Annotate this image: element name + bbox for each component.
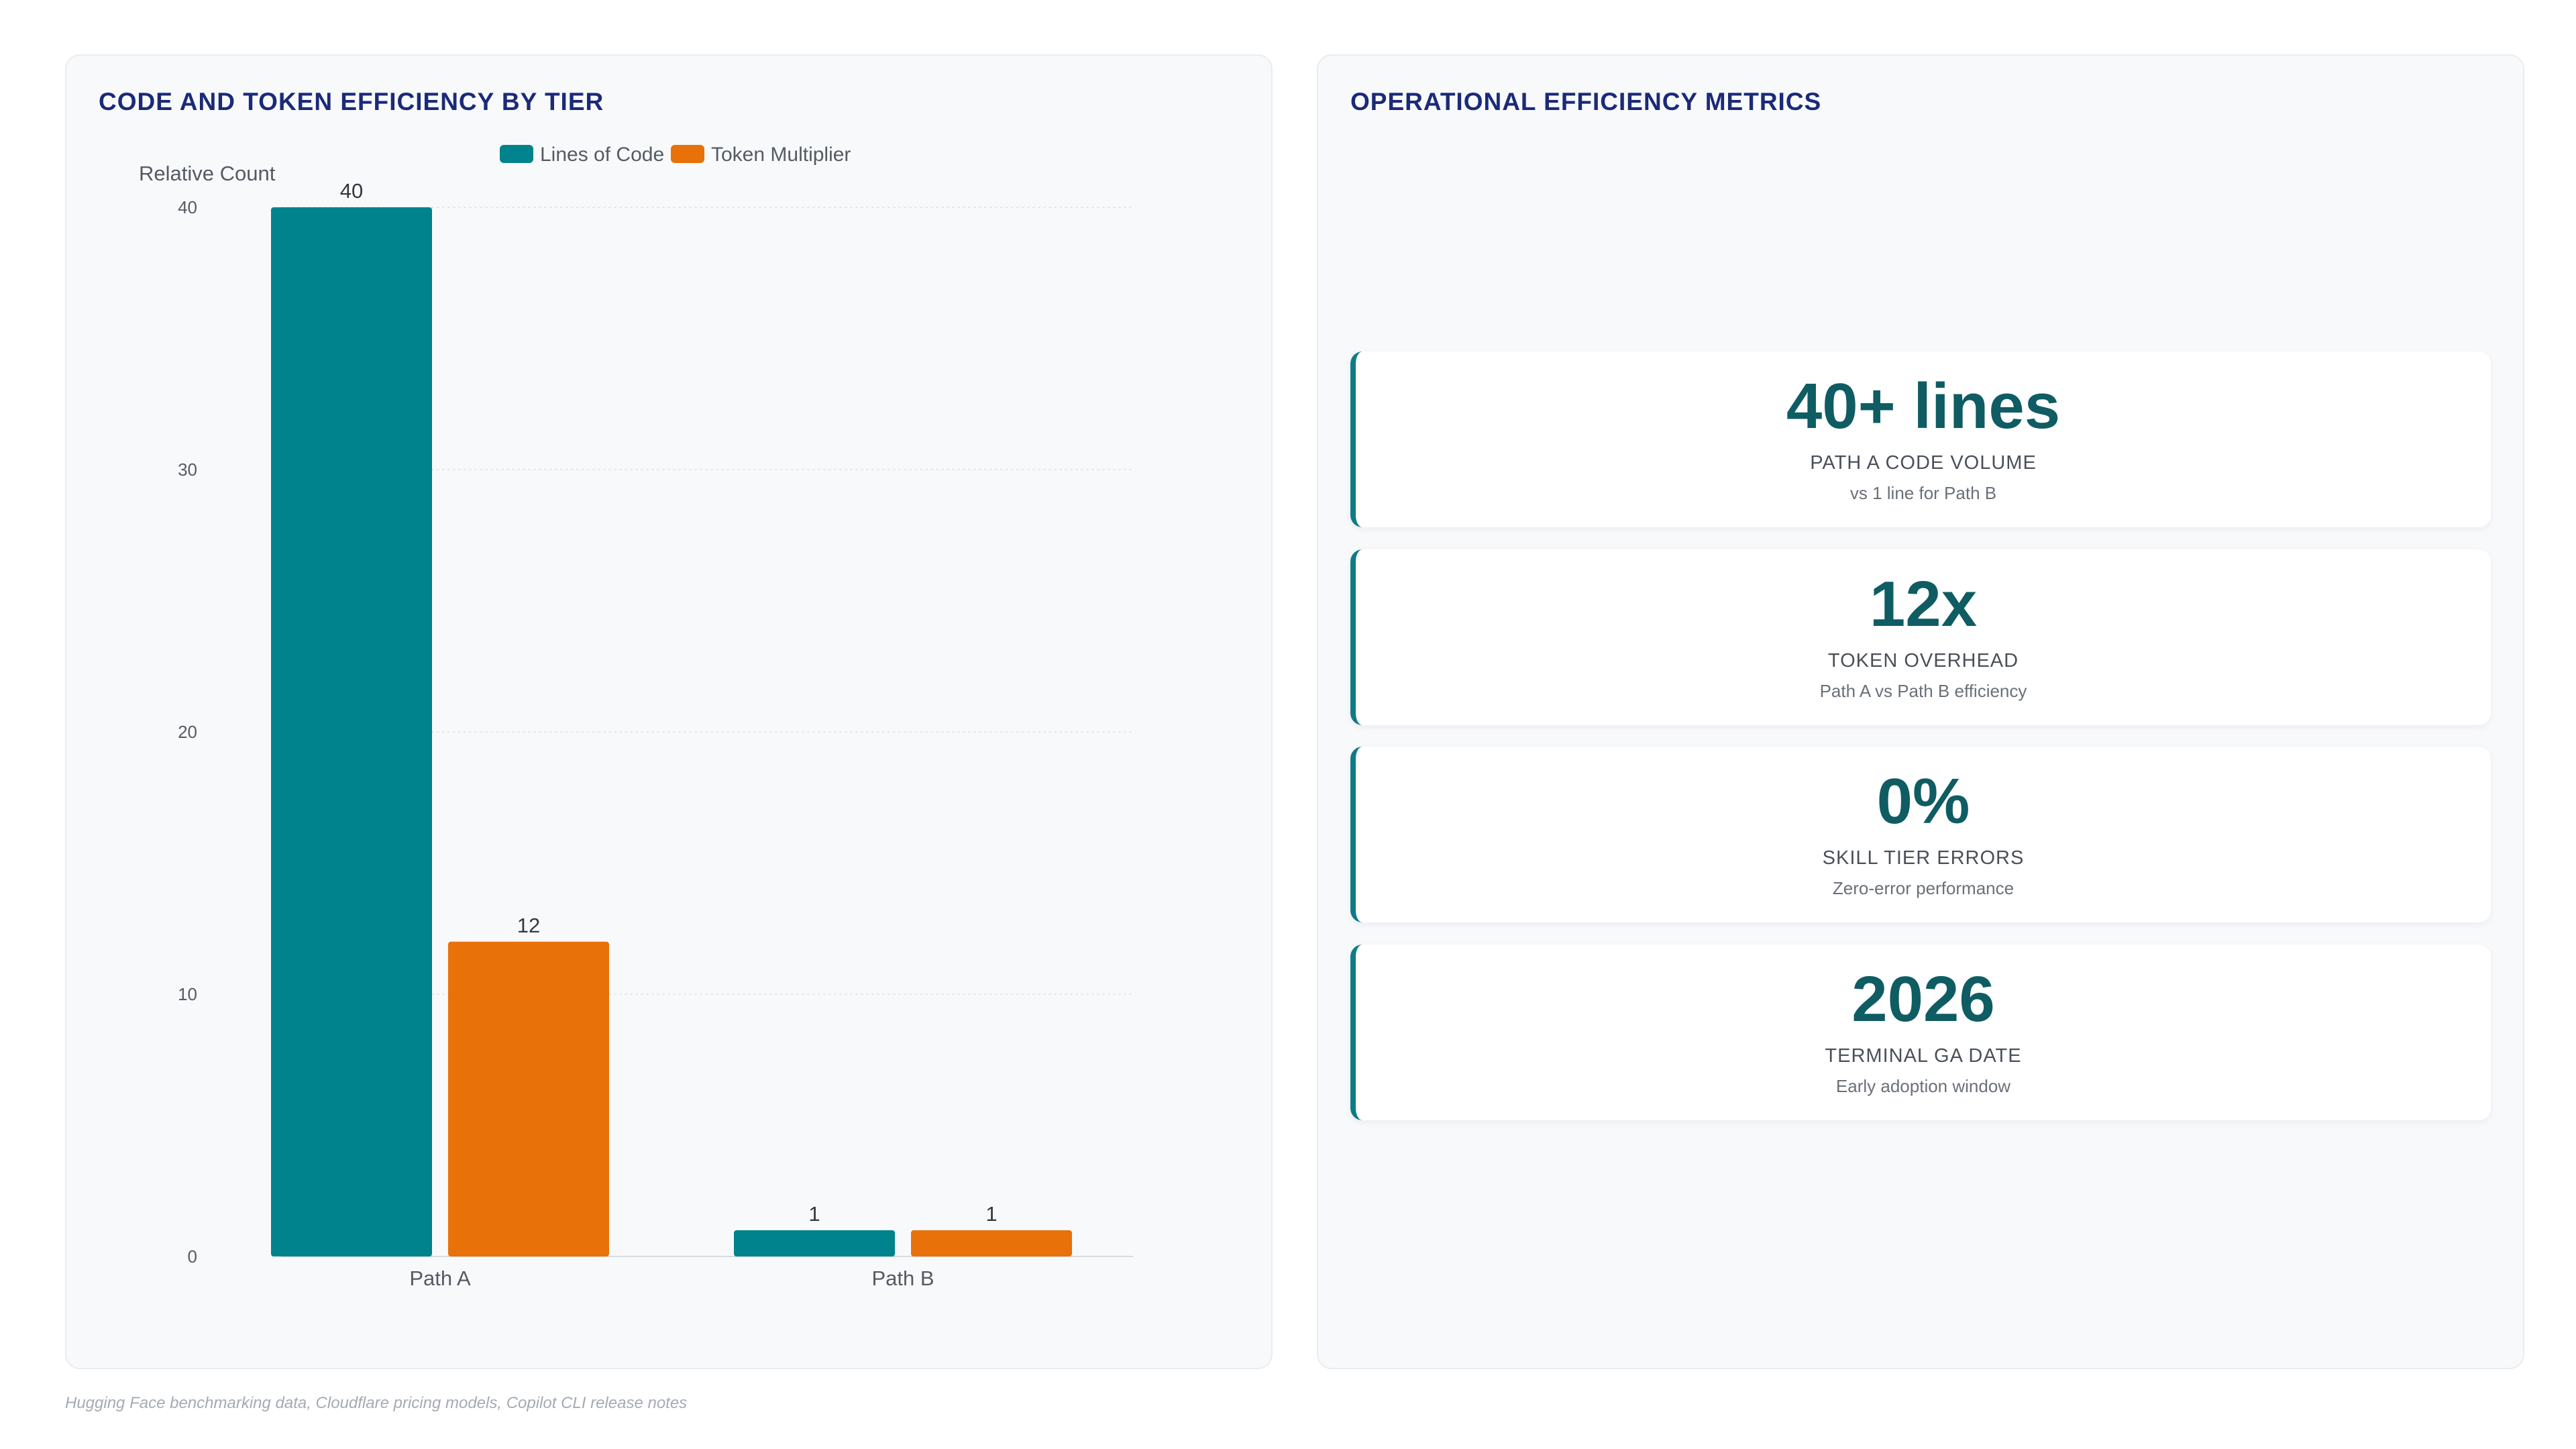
bar-path-b-0 [734, 1230, 895, 1256]
metrics-panel: OPERATIONAL EFFICIENCY METRICS 40+ lines… [1317, 54, 2524, 1369]
metric-card-token-overhead: 12x TOKEN OVERHEAD Path A vs Path B effi… [1350, 549, 2491, 725]
legend-label-0: Lines of Code [540, 144, 664, 166]
chart-title: CODE AND TOKEN EFFICIENCY BY TIER [99, 88, 604, 115]
source-note: Hugging Face benchmarking data, Cloudfla… [65, 1394, 688, 1412]
bar-chart: 0 10 20 30 40 Relative Count Lines of Code Toke… [139, 144, 1133, 1290]
data-label: 1 [808, 1202, 820, 1226]
data-label: 1 [985, 1202, 997, 1226]
metric-value: 0% [1876, 765, 1970, 837]
metric-label: TOKEN OVERHEAD [1827, 650, 2019, 672]
bar-path-a-0 [271, 207, 432, 1256]
x-tick-label: Path A [409, 1267, 471, 1290]
data-label: 12 [517, 914, 540, 937]
y-tick-label: 20 [178, 722, 197, 742]
metric-card-skill-tier-errors: 0% SKILL TIER ERRORS Zero-error performa… [1350, 747, 2491, 922]
metric-card-terminal-ga-date: 2026 TERMINAL GA DATE Early adoption win… [1350, 945, 2491, 1120]
metric-subtext: Zero-error performance [1832, 878, 2015, 898]
metric-label: TERMINAL GA DATE [1825, 1045, 2022, 1067]
metric-label: SKILL TIER ERRORS [1822, 847, 2025, 869]
y-tick-label: 40 [178, 197, 197, 217]
y-tick-label: 10 [178, 984, 197, 1004]
y-axis-title: Relative Count [139, 162, 276, 185]
metric-subtext: Path A vs Path B efficiency [1819, 681, 2027, 701]
legend-label-1: Token Multiplier [711, 144, 851, 166]
y-tick-label: 0 [188, 1246, 197, 1267]
metric-value: 2026 [1851, 963, 1995, 1035]
metrics-title: OPERATIONAL EFFICIENCY METRICS [1350, 88, 1822, 115]
y-tick-label: 30 [178, 460, 197, 480]
metric-subtext: vs 1 line for Path B [1849, 483, 1997, 503]
data-label: 40 [340, 179, 363, 203]
legend-swatch-0 [500, 145, 533, 163]
x-tick-label: Path B [871, 1267, 934, 1290]
bar-path-b-1 [911, 1230, 1072, 1256]
metric-value: 12x [1869, 568, 1978, 640]
metric-card-code-volume: 40+ lines PATH A CODE VOLUME vs 1 line f… [1350, 352, 2491, 527]
metric-label: PATH A CODE VOLUME [1810, 452, 2037, 474]
metric-value: 40+ lines [1786, 370, 2061, 442]
bar-path-a-1 [448, 941, 609, 1256]
legend-swatch-1 [671, 145, 704, 163]
metric-subtext: Early adoption window [1835, 1076, 2011, 1096]
chart-panel: CODE AND TOKEN EFFICIENCY BY TIER 0 10 20 3… [65, 54, 1273, 1369]
